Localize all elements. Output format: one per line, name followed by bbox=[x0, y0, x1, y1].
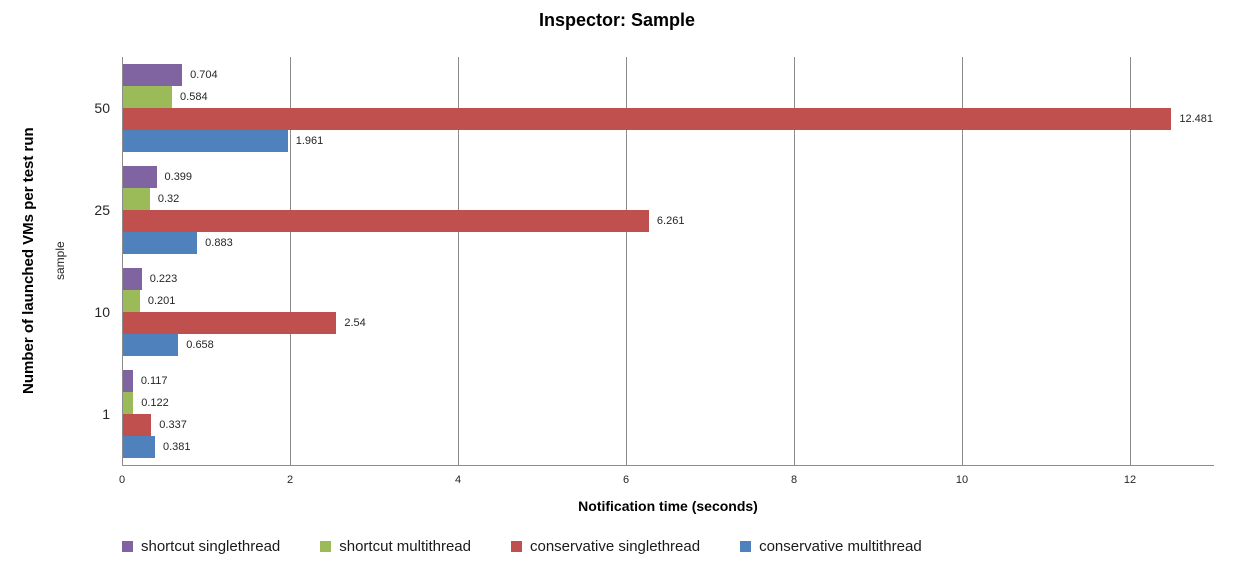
gridline bbox=[962, 57, 963, 465]
bar bbox=[123, 392, 134, 414]
bar-value-label: 0.704 bbox=[190, 69, 218, 81]
y-tick-label: 50 bbox=[94, 100, 110, 116]
legend-entry: conservative singlethread bbox=[510, 538, 701, 555]
bar-value-label: 0.337 bbox=[159, 419, 187, 431]
legend-label: shortcut singlethread bbox=[141, 538, 281, 555]
bar bbox=[123, 370, 133, 392]
bar-value-label: 0.381 bbox=[163, 441, 191, 453]
bar-value-label: 1.961 bbox=[295, 135, 324, 147]
bar-row: 6.261 bbox=[122, 210, 1214, 232]
bar-value-label: 6.261 bbox=[656, 215, 685, 227]
legend-swatch bbox=[122, 541, 133, 552]
x-tick-label: 12 bbox=[1123, 474, 1137, 486]
bar-row: 0.122 bbox=[122, 392, 1214, 414]
bar-value-label: 0.399 bbox=[164, 171, 193, 183]
x-axis-title: Notification time (seconds) bbox=[578, 498, 758, 514]
bar-row: 2.54 bbox=[122, 312, 1214, 334]
gridline bbox=[290, 57, 291, 465]
bar-value-label: 0.122 bbox=[141, 397, 169, 409]
bar bbox=[123, 414, 152, 436]
bar-value-label: 0.117 bbox=[140, 375, 168, 387]
bar-value-label: 2.54 bbox=[344, 317, 366, 329]
bar-row: 0.704 bbox=[122, 64, 1214, 86]
legend-label: conservative multithread bbox=[759, 538, 922, 555]
legend-label: shortcut multithread bbox=[339, 538, 471, 555]
bar-row: 0.201 bbox=[122, 290, 1214, 312]
bar-row: 0.584 bbox=[122, 86, 1214, 108]
y-tick-label: 25 bbox=[94, 202, 110, 218]
gridline bbox=[122, 57, 123, 465]
bar bbox=[123, 334, 179, 356]
bar-row: 0.381 bbox=[122, 436, 1214, 458]
x-tick-label: 0 bbox=[118, 474, 126, 486]
x-tick-label: 10 bbox=[955, 474, 969, 486]
bar bbox=[123, 436, 155, 458]
legend-swatch bbox=[740, 541, 752, 552]
bar-row: 0.658 bbox=[122, 334, 1214, 356]
bar-value-label: 12.481 bbox=[1179, 113, 1214, 125]
bar-value-label: 0.658 bbox=[186, 339, 214, 351]
legend-entry: conservative multithread bbox=[740, 538, 922, 555]
bar-row: 12.481 bbox=[122, 108, 1214, 130]
legend-entry: shortcut multithread bbox=[320, 538, 471, 555]
gridline bbox=[458, 57, 459, 465]
gridline bbox=[794, 57, 795, 465]
legend: shortcut singlethread shortcut multithrea… bbox=[122, 538, 922, 555]
bar-row: 0.117 bbox=[122, 370, 1214, 392]
bar-value-label: 0.223 bbox=[149, 273, 178, 285]
bar-row: 0.883 bbox=[122, 232, 1214, 254]
plot-area: 0.704 0.584 12.481 1.961 0.399 0.32 6.261 0.883… bbox=[122, 57, 1214, 466]
bar-value-label: 0.584 bbox=[180, 91, 208, 103]
legend-label: conservative singlethread bbox=[529, 538, 701, 555]
gridline bbox=[1130, 57, 1131, 465]
y-axis-title: Number of launched VMs per test run bbox=[20, 127, 37, 395]
x-tick-label: 2 bbox=[286, 474, 294, 486]
gridline bbox=[626, 57, 627, 465]
x-tick-label: 8 bbox=[790, 474, 798, 486]
bar-value-label: 0.32 bbox=[157, 193, 180, 205]
bar-row: 0.223 bbox=[122, 268, 1214, 290]
y-tick-label: 1 bbox=[102, 406, 110, 422]
bar-row: 1.961 bbox=[122, 130, 1214, 152]
x-tick-label: 6 bbox=[622, 474, 630, 486]
x-tick-label: 4 bbox=[454, 474, 462, 486]
y-axis-subtitle: sample bbox=[53, 241, 67, 281]
bar bbox=[123, 290, 140, 312]
y-tick-label: 10 bbox=[94, 304, 110, 320]
bar bbox=[123, 64, 183, 86]
bar bbox=[123, 232, 198, 254]
bar bbox=[123, 130, 288, 152]
bar bbox=[123, 108, 1172, 130]
bar-value-label: 0.883 bbox=[205, 237, 233, 249]
legend-entry: shortcut singlethread bbox=[122, 538, 280, 555]
bar bbox=[123, 86, 173, 108]
bar bbox=[123, 166, 157, 188]
bar bbox=[123, 312, 337, 334]
bar-row: 0.399 bbox=[122, 166, 1214, 188]
chart-title: Inspector: Sample bbox=[538, 10, 696, 30]
legend-swatch bbox=[320, 541, 332, 552]
bar-row: 0.32 bbox=[122, 188, 1214, 210]
bar bbox=[123, 210, 649, 232]
bar bbox=[123, 268, 142, 290]
bar-row: 0.337 bbox=[122, 414, 1214, 436]
bar-value-label: 0.201 bbox=[147, 295, 176, 307]
bar bbox=[123, 188, 150, 210]
legend-swatch bbox=[510, 541, 522, 552]
